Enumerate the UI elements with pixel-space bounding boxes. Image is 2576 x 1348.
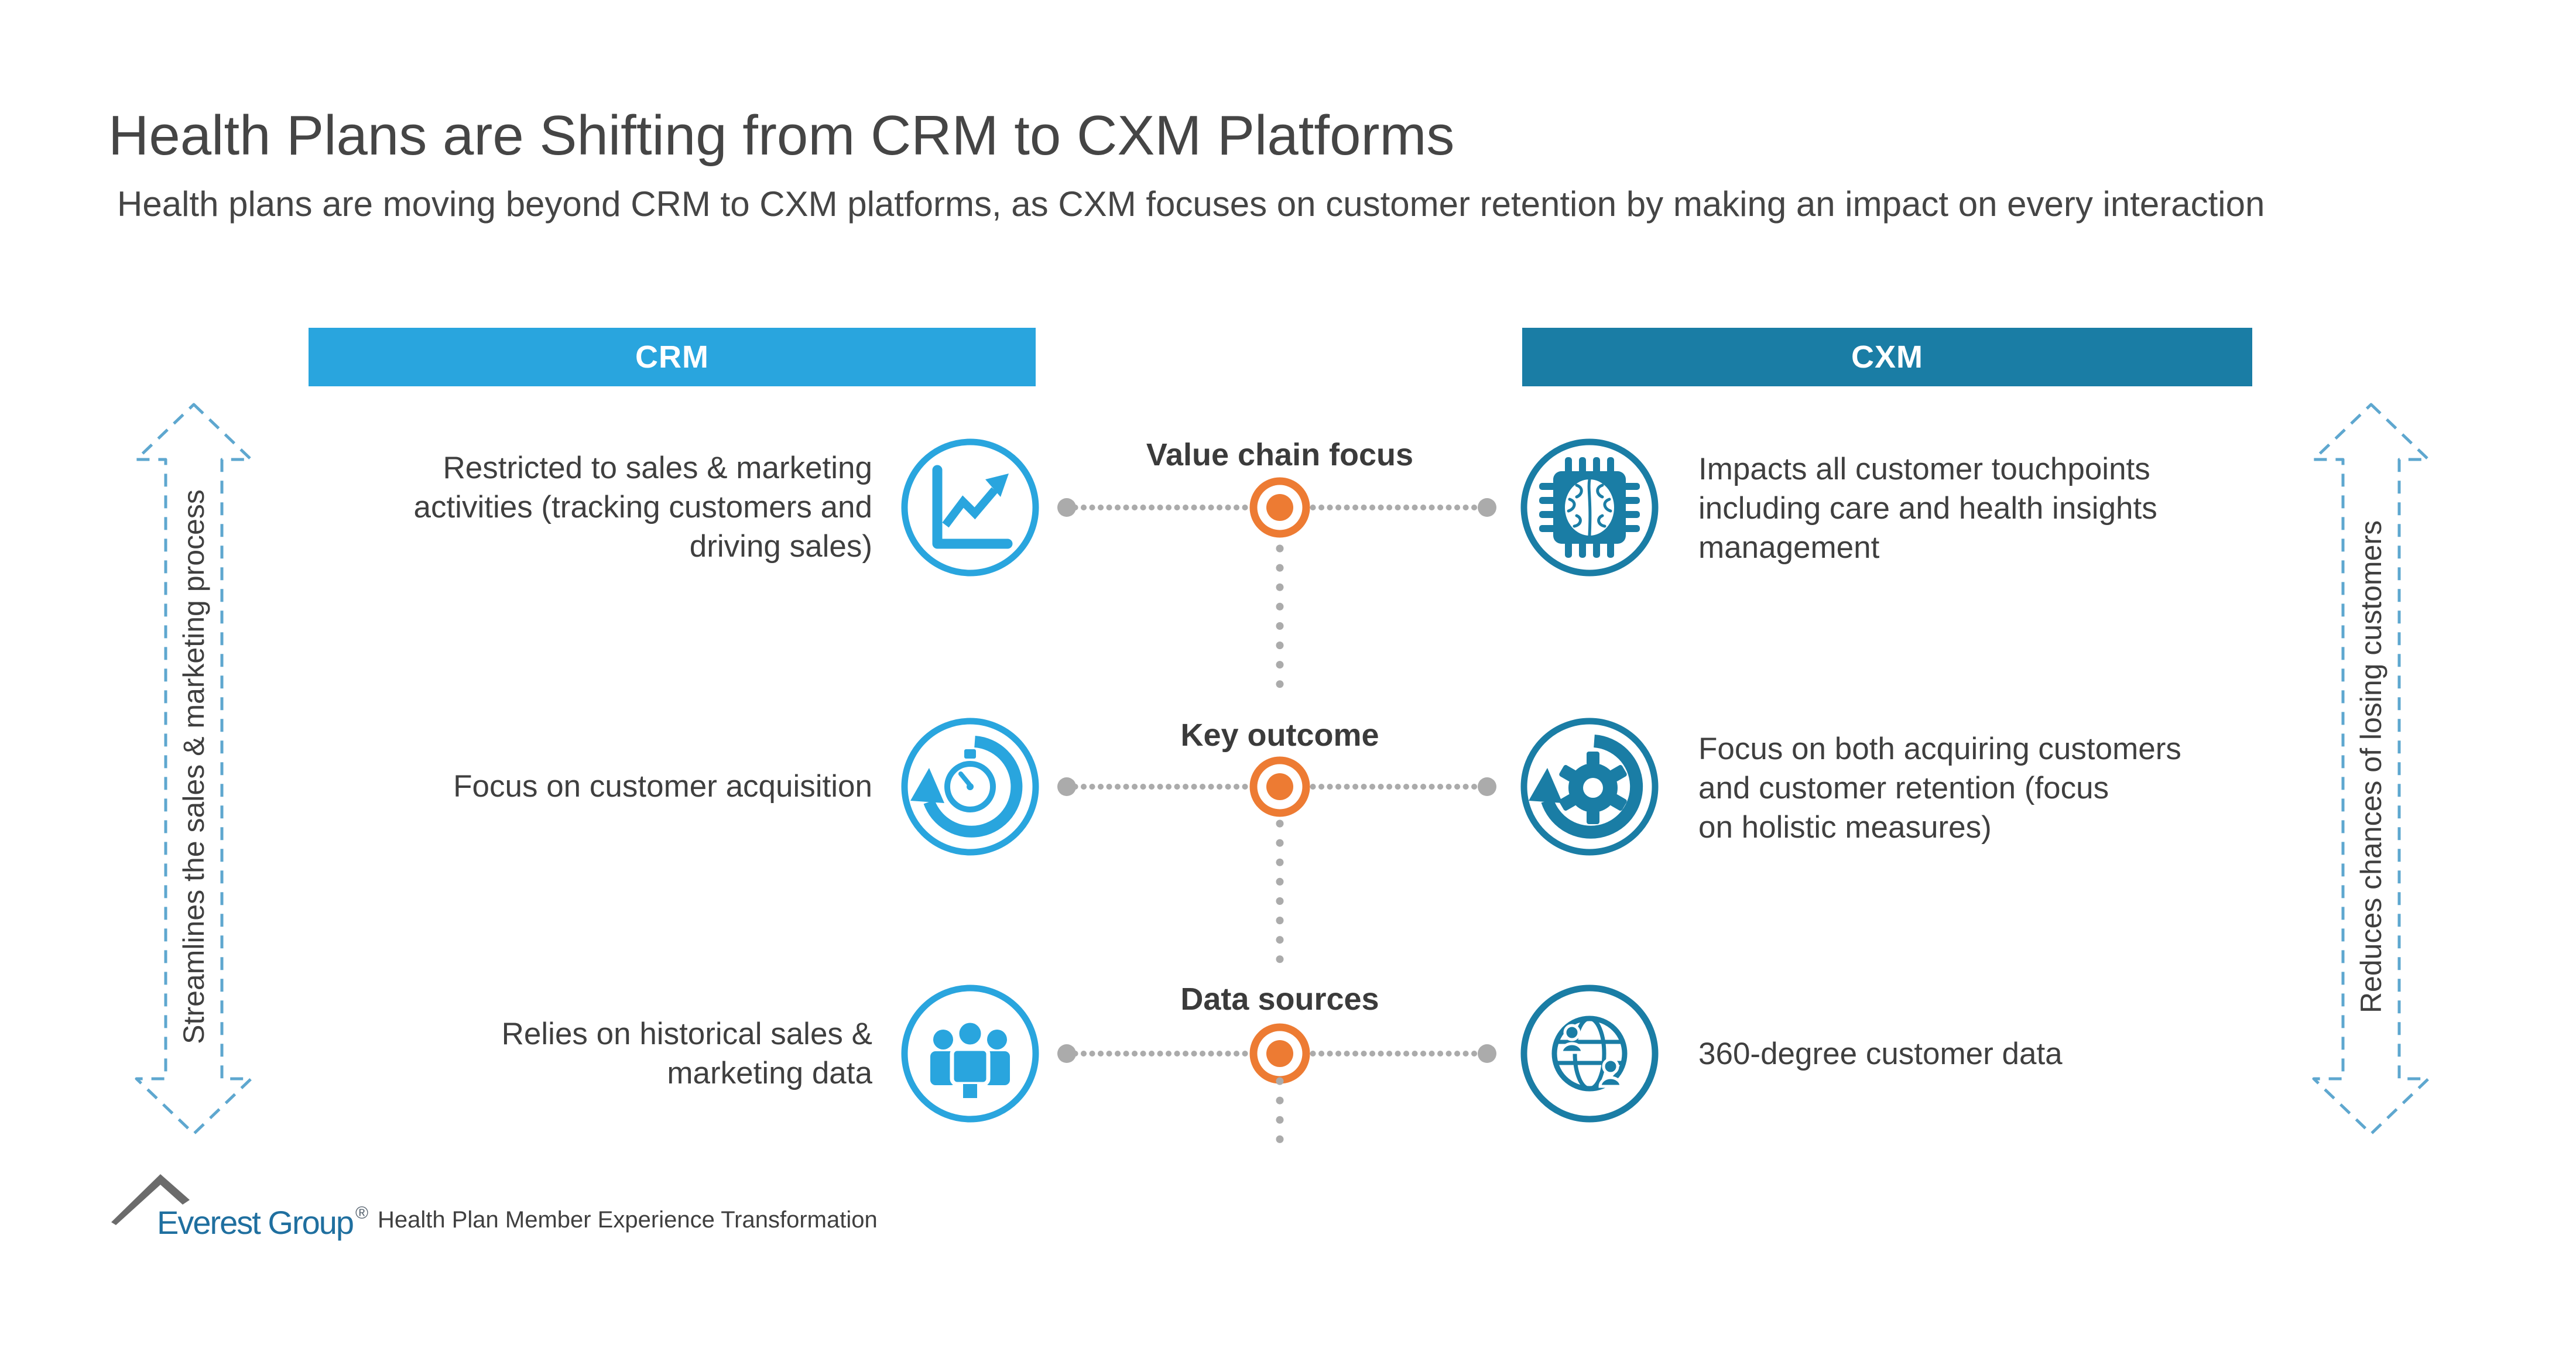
brand-name-text: Everest Group — [157, 1204, 354, 1241]
people-group-icon — [901, 985, 1039, 1123]
cxm-column-header: CXM — [1522, 328, 2252, 386]
globe-users-icon — [1520, 985, 1659, 1123]
row-label: Key outcome — [1180, 718, 1379, 753]
registered-trademark-symbol: ® — [355, 1203, 369, 1223]
brand-name: Everest Group ® — [157, 1203, 368, 1241]
dotted-connector-vertical — [1276, 544, 1284, 702]
row-label: Value chain focus — [1146, 437, 1414, 472]
chip-brain-icon — [1520, 438, 1659, 577]
row-label: Data sources — [1180, 982, 1379, 1017]
target-marker-icon — [1249, 756, 1310, 817]
crm-row-text: Focus on customer acquisition — [453, 769, 872, 804]
target-marker-icon — [1249, 477, 1310, 538]
left-arrow-label: Streamlines the sales & marketing proces… — [177, 489, 210, 1044]
double-arrow-icon — [135, 403, 253, 1136]
page-title: Health Plans are Shifting from CRM to CX… — [108, 104, 1455, 167]
double-arrow-icon — [2312, 403, 2430, 1136]
gear-cycle-icon — [1520, 718, 1659, 856]
page-subtitle: Health plans are moving beyond CRM to CX… — [117, 184, 2265, 224]
crm-row-text: Relies on historical sales & marketing d… — [501, 1017, 872, 1090]
line-chart-icon — [901, 438, 1039, 577]
everest-group-mountain-icon — [111, 1174, 190, 1225]
target-marker-icon — [1249, 1023, 1310, 1084]
dotted-connector-vertical — [1276, 819, 1284, 965]
cxm-row-text: Impacts all customer touchpoints includi… — [1698, 452, 2157, 565]
crm-column-header: CRM — [309, 328, 1036, 386]
footer-caption: Health Plan Member Experience Transforma… — [378, 1207, 878, 1233]
crm-row-text: Restricted to sales & marketing activiti… — [413, 451, 872, 564]
cxm-row-text: Focus on both acquiring customers and cu… — [1698, 732, 2181, 845]
cxm-row-text: 360-degree customer data — [1698, 1037, 2063, 1071]
stopwatch-cycle-icon — [901, 718, 1039, 856]
dotted-connector-vertical — [1276, 1077, 1284, 1144]
